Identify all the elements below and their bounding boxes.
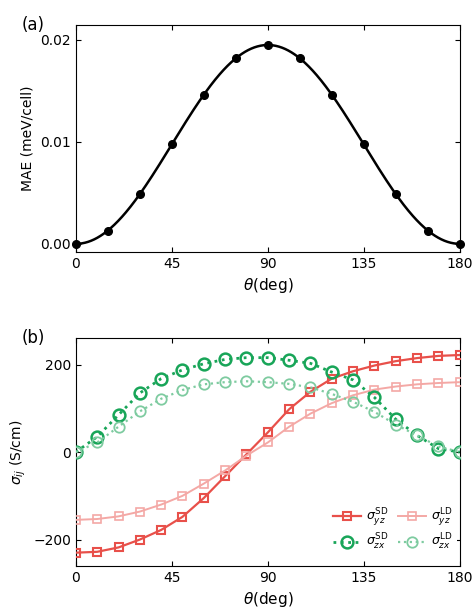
X-axis label: $\theta$(deg): $\theta$(deg) bbox=[243, 590, 293, 609]
Text: (b): (b) bbox=[22, 329, 46, 347]
Text: (a): (a) bbox=[22, 15, 45, 33]
Legend: $\sigma_{yz}^{\mathrm{SD}}$, $\sigma_{zx}^{\mathrm{SD}}$, $\sigma_{yz}^{\mathrm{: $\sigma_{yz}^{\mathrm{SD}}$, $\sigma_{zx… bbox=[328, 501, 457, 557]
Y-axis label: MAE (meV/cell): MAE (meV/cell) bbox=[21, 85, 35, 191]
X-axis label: $\theta$(deg): $\theta$(deg) bbox=[243, 276, 293, 295]
Y-axis label: $\sigma_{ij}$ (S/cm): $\sigma_{ij}$ (S/cm) bbox=[8, 419, 27, 485]
